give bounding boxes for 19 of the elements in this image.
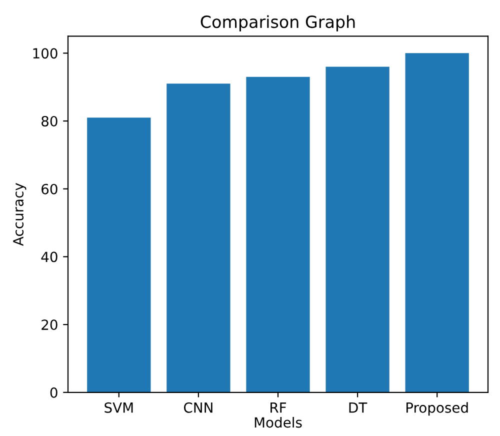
x-tick-label: Proposed: [406, 402, 468, 416]
y-tick-label: 80: [42, 116, 58, 126]
bar: [246, 76, 310, 392]
x-tick-label: RF: [270, 402, 286, 413]
y-tick-label: 60: [42, 184, 58, 194]
y-tick-label: 100: [33, 48, 58, 59]
x-axis-title: Models: [254, 416, 302, 428]
x-tick-label: SVM: [104, 402, 133, 413]
bar: [166, 84, 230, 392]
chart-title: Comparison Graph: [200, 15, 355, 32]
y-tick-label: 40: [41, 252, 58, 262]
bar: [87, 118, 151, 392]
bar: [405, 53, 469, 392]
y-tick-label: 0: [50, 387, 58, 398]
y-tick-label: 20: [42, 320, 58, 330]
bar: [326, 66, 390, 392]
x-tick-label: DT: [349, 402, 368, 413]
x-tick-label: CNN: [184, 402, 212, 413]
y-axis-title: Accuracy: [13, 183, 26, 246]
